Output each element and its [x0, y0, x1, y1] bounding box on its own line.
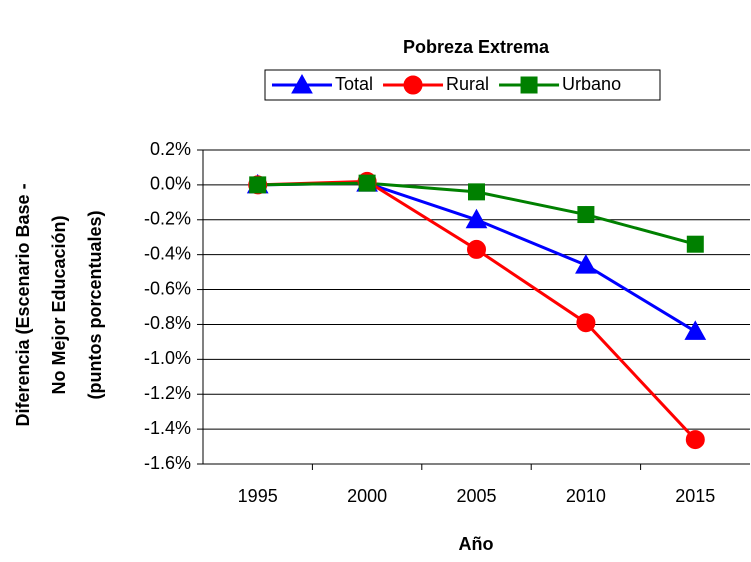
y-axis-title-line: No Mejor Educación) — [49, 215, 69, 394]
legend-label: Urbano — [562, 74, 621, 94]
marker — [520, 76, 538, 94]
x-tick-label: 2015 — [675, 486, 715, 506]
x-tick-label: 2000 — [347, 486, 387, 506]
legend-label: Rural — [446, 74, 489, 94]
y-tick-label: -1.2% — [144, 383, 191, 403]
x-axis-title: Año — [459, 534, 494, 554]
marker — [685, 430, 705, 450]
x-tick-label: 2010 — [566, 486, 606, 506]
marker — [403, 75, 423, 95]
marker — [684, 320, 707, 340]
marker — [686, 235, 704, 253]
x-tick-label: 2005 — [456, 486, 496, 506]
chart-title: Pobreza Extrema — [403, 37, 550, 57]
y-axis-title: Diferencia (Escenario Base - No Mejor Ed… — [13, 183, 105, 426]
marker — [249, 176, 267, 194]
marker — [575, 254, 597, 274]
y-tick-label: 0.0% — [150, 174, 191, 194]
y-axis-title-line: (puntos porcentuales) — [85, 210, 105, 399]
y-tick-label: -0.6% — [144, 278, 191, 298]
y-tick-label: 0.2% — [150, 139, 191, 159]
y-axis-title-line: Diferencia (Escenario Base - — [13, 183, 33, 426]
marker — [577, 206, 595, 224]
legend-item: Total — [272, 74, 373, 94]
marker — [291, 73, 313, 94]
marker — [358, 174, 376, 192]
y-tick-label: -1.4% — [144, 418, 191, 438]
x-tick-label: 1995 — [238, 486, 278, 506]
y-tick-label: -1.0% — [144, 348, 191, 368]
legend-item: Urbano — [499, 74, 621, 94]
marker — [465, 208, 488, 229]
legend-label: Total — [335, 74, 373, 94]
y-tick-label: -1.6% — [144, 453, 191, 473]
y-tick-label: -0.2% — [144, 209, 191, 229]
marker — [468, 183, 485, 201]
marker — [467, 239, 486, 259]
legend-item: Rural — [383, 74, 489, 95]
y-tick-label: -0.8% — [144, 313, 191, 333]
y-tick-label: -0.4% — [144, 243, 191, 263]
marker — [576, 313, 596, 333]
